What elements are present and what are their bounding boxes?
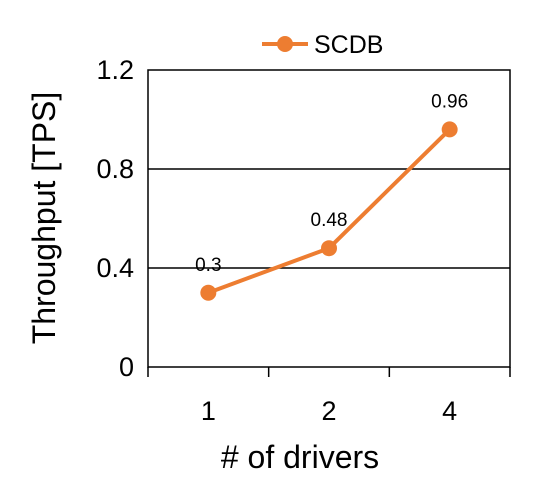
data-points	[200, 121, 458, 301]
x-axis-title: # of drivers	[221, 439, 379, 475]
plot-area	[147, 69, 511, 368]
x-tick-label: 4	[442, 396, 457, 426]
data-point	[441, 121, 458, 138]
legend-marker	[277, 36, 293, 52]
x-tick-label: 1	[201, 396, 216, 426]
y-tick-label: 1.2	[96, 55, 134, 85]
data-label: 0.3	[195, 255, 221, 276]
legend: SCDB	[262, 31, 383, 59]
data-label: 0.96	[431, 91, 468, 112]
y-axis-title: Throughput [TPS]	[26, 92, 62, 345]
data-labels: 0.3 0.48 0.96	[195, 91, 468, 275]
gridlines	[148, 168, 510, 269]
y-tick-label: 0.8	[96, 154, 134, 184]
y-tick-label: 0.4	[96, 253, 134, 283]
x-tick-label: 2	[321, 396, 336, 426]
y-tick-label: 0	[119, 352, 134, 382]
data-point	[321, 240, 337, 257]
x-axis-ticks: 1 2 4	[147, 367, 511, 426]
legend-label: SCDB	[314, 31, 383, 59]
data-label: 0.48	[311, 210, 348, 231]
data-point	[200, 284, 217, 301]
y-axis-ticks: 0 0.4 0.8 1.2	[96, 55, 134, 382]
